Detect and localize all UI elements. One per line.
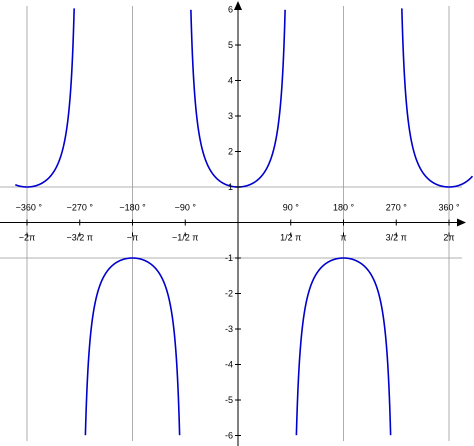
x-rad-label-360: 2π bbox=[443, 233, 454, 243]
y-tick-label--2: -2 bbox=[225, 289, 233, 299]
y-axis-arrow bbox=[234, 1, 242, 10]
y-tick-label-1: 1 bbox=[228, 182, 233, 192]
curve-layer bbox=[14, 8, 474, 436]
x-rad-label--180: −π bbox=[127, 233, 138, 243]
x-deg-label--360: −360 ° bbox=[16, 203, 43, 213]
x-deg-label--270: −270 ° bbox=[67, 203, 94, 213]
y-tick-label-6: 6 bbox=[228, 5, 233, 15]
x-deg-label-90: 90 ° bbox=[283, 203, 300, 213]
y-tick-label-2: 2 bbox=[228, 147, 233, 157]
x-rad-label--360: −2π bbox=[19, 233, 35, 243]
x-rad-label-180: π bbox=[340, 233, 346, 243]
sec-branch-4 bbox=[401, 8, 474, 188]
x-deg-label-360: 360 ° bbox=[438, 203, 460, 213]
tick-labels: 6 5 4 3 2 1 -1 -2 -3 -4 -5 -6 −360 ° −270 ° −180 ° −90 … bbox=[16, 5, 460, 441]
y-tick-label--6: -6 bbox=[225, 431, 233, 441]
y-tick-label--5: -5 bbox=[225, 395, 233, 405]
x-deg-label--90: −90 ° bbox=[175, 203, 197, 213]
y-tick-label-3: 3 bbox=[228, 111, 233, 121]
sec-branch-3 bbox=[295, 257, 392, 436]
y-tick-label-5: 5 bbox=[228, 40, 233, 50]
x-deg-label-180: 180 ° bbox=[333, 203, 355, 213]
sec-branch-0 bbox=[14, 8, 75, 188]
y-tick-label-4: 4 bbox=[228, 76, 233, 86]
x-rad-label-90: 1/2 π bbox=[280, 233, 301, 243]
x-deg-label-270: 270 ° bbox=[386, 203, 408, 213]
sec-branch-1 bbox=[84, 257, 181, 436]
reference-lines bbox=[0, 6, 462, 441]
x-axis-arrow bbox=[457, 218, 466, 227]
x-rad-label--270: −3/2 π bbox=[67, 233, 93, 243]
x-rad-label-270: 3/2 π bbox=[386, 233, 407, 243]
y-tick-label--1: -1 bbox=[225, 253, 233, 263]
x-deg-label--180: −180 ° bbox=[119, 203, 146, 213]
x-rad-label--90: −1/2 π bbox=[172, 233, 198, 243]
y-tick-label--3: -3 bbox=[225, 324, 233, 334]
y-tick-label--4: -4 bbox=[225, 360, 233, 370]
